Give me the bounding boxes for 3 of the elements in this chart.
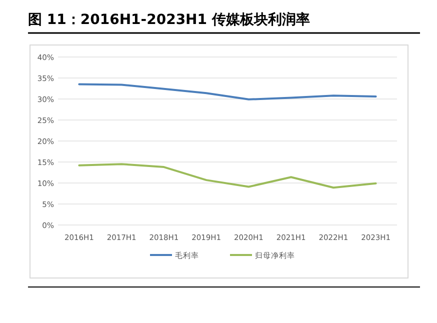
chart-title: 图 11：2016H1-2023H1 传媒板块利润率 [28, 11, 310, 28]
line-series [78, 163, 377, 189]
line-series [78, 83, 377, 100]
